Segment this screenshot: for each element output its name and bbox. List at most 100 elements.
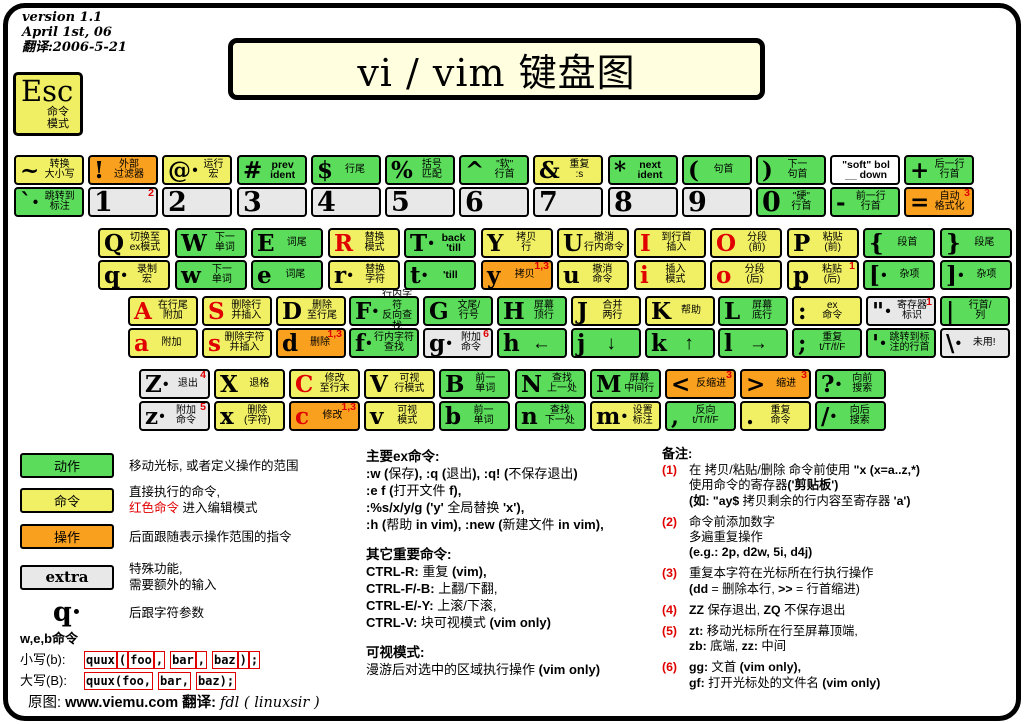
key-footnote-number: 3: [726, 369, 732, 381]
text-line: 直接执行的命令,: [129, 484, 258, 500]
word-boundary-token: (: [116, 651, 129, 669]
text-segment: (vim only): [489, 615, 551, 630]
key-symbol: E: [257, 229, 275, 257]
text-segment: 命令: [52, 631, 79, 646]
word-boundary-token: bar: [170, 651, 196, 669]
key-symbol: |: [946, 297, 955, 325]
key-rparen-0: ) 下一 句首 0 "硬" 行首: [756, 155, 826, 217]
key-b: B 前一 单词 b 前一 单词: [439, 369, 510, 431]
key-half: l →: [718, 328, 788, 358]
key-symbol: u: [563, 261, 580, 289]
text-segment: in vim: [558, 517, 596, 532]
web-heading: w,e,b命令: [20, 631, 260, 647]
key-half: k ↑: [645, 328, 715, 358]
text-segment: 不保存退出: [783, 602, 846, 617]
key-symbol: L: [724, 297, 741, 325]
key-half: o 分段 (后): [710, 260, 782, 290]
notes-column: 备注: (1) 在 拷贝/粘贴/删除 命令前使用 "x (x=a..z,*) 使用命令…: [662, 446, 1016, 697]
text-line: CTRL-V: 块可视模式 (vim only): [366, 614, 662, 631]
key-symbol: z·: [145, 402, 167, 430]
key-label: 反向 t/T/f/F: [692, 404, 719, 426]
key-half: b 前一 单词: [439, 401, 510, 431]
text-segment: f),: [449, 483, 462, 498]
key-label: 插入 模式: [665, 263, 686, 285]
note-body: 在 拷贝/粘贴/删除 命令前使用 "x (x=a..z,*) 使用命令的寄存器('…: [689, 463, 1016, 509]
text-segment: "x (x=a..z,*): [853, 463, 920, 478]
key-label: 自动 格式化: [934, 190, 965, 212]
key-label: 修改 至行末: [319, 372, 350, 394]
text-line: CTRL-F/-B: 上翻/下翻,: [366, 580, 662, 597]
key-label: 外部 过滤器: [114, 158, 145, 180]
command-block-heading: 其它重要命令:: [366, 547, 452, 562]
key-label: 拷贝 行: [516, 231, 537, 253]
key-symbol: !: [94, 156, 105, 184]
text-segment: 退出: [446, 466, 473, 481]
text-line: ZZ 保存退出, ZQ 不保存退出: [689, 603, 1016, 618]
esc-symbol: Esc: [21, 74, 74, 108]
key-esc: Esc 命令 模式: [13, 72, 83, 136]
key-half: G 文尾/ 行号: [423, 296, 493, 326]
key-less-comma: < 反缩进 3, 反向 t/T/f/F: [665, 369, 736, 431]
note-number: (3): [662, 566, 678, 581]
text-line: (e.g.: 2p, d2w, 5i, d4j): [689, 545, 1016, 560]
key-symbol: "·: [872, 297, 892, 325]
key-label: 粘贴 (后): [822, 263, 843, 285]
key-symbol: d: [282, 329, 299, 357]
text-segment: :q! (: [483, 466, 509, 481]
key-half: 6: [459, 187, 529, 217]
key-label: 重复 命令: [770, 404, 791, 426]
key-label: 句首: [713, 163, 734, 175]
key-tilde-grave: ~ 转换 大小写 `· 跳转到 标注: [14, 155, 84, 217]
key-half: Z· 退出 4: [139, 369, 210, 399]
key-half: "soft" bol __ down: [830, 155, 900, 185]
note-body: 重复本字符在光标所在行执行操作 (dd = 删除本行, >> = 行首缩进): [689, 566, 1016, 596]
note-item: (2) 命令前添加数字 多遍重复操作 (e.g.: 2p, d2w, 5i, d4j): [662, 515, 1016, 561]
web-example-row: 小写(b): quux(foo, bar, baz);: [20, 651, 261, 669]
text-segment: fdl ( linuxsir ): [220, 695, 320, 711]
text-segment: 上翻/下翻,: [438, 581, 498, 596]
key-a: A 在行尾 附加 a 附加: [128, 296, 198, 358]
key-symbol: 8: [614, 186, 633, 218]
key-symbol: a: [134, 329, 149, 357]
key-label: 屏幕 顶行: [533, 299, 554, 321]
text-segment: 漫游后对选中的区域执行操作: [366, 662, 539, 677]
key-half: ^ "软" 行首: [459, 155, 529, 185]
key-label: 行内字符 反向查找: [382, 289, 413, 332]
text-line: 漫游后对选中的区域执行操作 (vim only): [366, 661, 662, 678]
key-symbol: [·: [869, 261, 888, 289]
text-segment: CTRL-F/-B:: [366, 581, 439, 596]
key-label: 文尾/ 行号: [457, 299, 481, 321]
key-symbol: :: [798, 297, 807, 325]
key-symbol: m·: [596, 402, 629, 430]
text-line: 后面跟随表示操作范围的指令: [129, 529, 292, 545]
key-half: r· 替换 字符: [328, 260, 400, 290]
word-boundary-token: quux(foo,: [84, 672, 154, 690]
key-half: : ex 命令: [792, 296, 862, 326]
legend-description: 特殊功能, 需要额外的输入: [129, 561, 217, 593]
key-symbol: i: [640, 261, 649, 289]
key-symbol: .: [746, 402, 755, 430]
text-segment: 使用命令的寄存器: [689, 478, 788, 493]
key-half: x 删除 (字符): [214, 401, 285, 431]
key-half: e 词尾: [251, 260, 323, 290]
note-number: (2): [662, 514, 678, 529]
text-line: 在 拷贝/粘贴/删除 命令前使用 "x (x=a..z,*): [689, 463, 1016, 478]
text-segment: CTRL-E/-Y:: [366, 598, 438, 613]
text-segment: CTRL-V:: [366, 615, 421, 630]
legend-description: 后面跟随表示操作范围的指令: [129, 529, 292, 545]
key-footnote-number: 6: [483, 328, 489, 340]
key-symbol: 3: [243, 186, 262, 218]
key-half: < 反缩进 3: [665, 369, 736, 399]
text-segment: :q (: [425, 466, 447, 481]
key-symbol: /·: [821, 402, 838, 430]
note-body: ZZ 保存退出, ZQ 不保存退出: [689, 603, 1016, 618]
key-half: t· 'till: [404, 260, 476, 290]
key-half: 9: [682, 187, 752, 217]
key-half: z· 附加 命令 5: [139, 401, 210, 431]
text-segment: 移动光标, 或者定义操作的范围: [129, 458, 299, 473]
key-i: I 到行首 插入 i 插入 模式: [634, 228, 706, 290]
key-v: V 可视 行模式 v 可视 模式: [364, 369, 435, 431]
note-item: (5) zt: 移动光标所在行至屏幕顶端, zb: 底端, zz: 中间: [662, 624, 1016, 654]
version-line: version 1.1: [22, 10, 103, 25]
text-line: 重复本字符在光标所在行执行操作: [689, 566, 1016, 581]
